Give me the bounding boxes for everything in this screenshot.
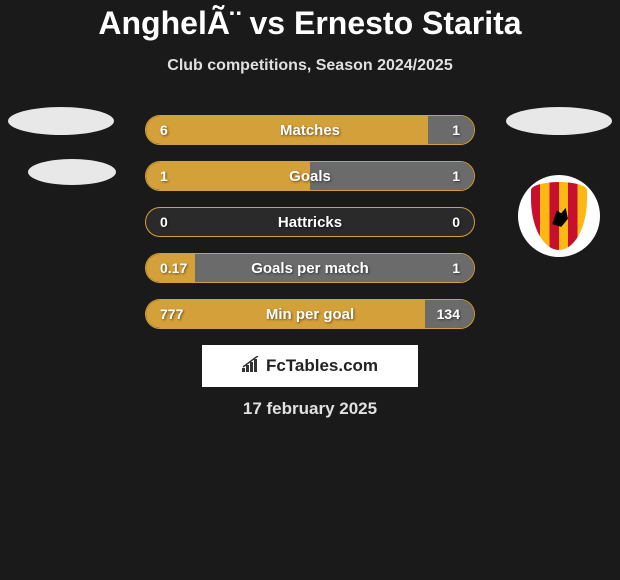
stat-name: Matches [280, 122, 340, 139]
site-logo[interactable]: FcTables.com [202, 345, 418, 387]
stat-right-value: 1 [452, 168, 460, 184]
stat-row: 0.17 Goals per match 1 [145, 253, 475, 283]
stat-row: 777 Min per goal 134 [145, 299, 475, 329]
stats-bars: 6 Matches 1 1 Goals 1 0 Hattricks 0 0.17 Goals per… [145, 115, 475, 329]
player2-avatar-placeholder [506, 107, 612, 135]
stat-row: 0 Hattricks 0 [145, 207, 475, 237]
stat-left-value: 0.17 [160, 260, 187, 276]
player1-club-placeholder [28, 159, 116, 185]
stat-row: 1 Goals 1 [145, 161, 475, 191]
player2-club-crest [518, 175, 600, 257]
stat-right-value: 1 [452, 260, 460, 276]
comparison-container: AnghelÃ¨ vs Ernesto Starita Club competi… [0, 0, 620, 419]
player1-avatar-placeholder [8, 107, 114, 135]
crest-icon [531, 182, 587, 250]
page-title: AnghelÃ¨ vs Ernesto Starita [0, 5, 620, 42]
stat-name: Min per goal [266, 306, 354, 323]
bar-fill-left [146, 162, 310, 190]
subtitle: Club competitions, Season 2024/2025 [0, 57, 620, 75]
stat-name: Goals per match [251, 260, 369, 277]
stat-right-value: 1 [452, 122, 460, 138]
stat-left-value: 1 [160, 168, 168, 184]
stat-left-value: 6 [160, 122, 168, 138]
stat-left-value: 777 [160, 306, 183, 322]
logo-text: FcTables.com [266, 356, 378, 376]
stat-left-value: 0 [160, 214, 168, 230]
date-label: 17 february 2025 [0, 399, 620, 419]
chart-icon [242, 356, 262, 377]
stat-row: 6 Matches 1 [145, 115, 475, 145]
stat-right-value: 134 [437, 306, 460, 322]
stat-right-value: 0 [452, 214, 460, 230]
stat-name: Hattricks [278, 214, 342, 231]
stats-area: 6 Matches 1 1 Goals 1 0 Hattricks 0 0.17 Goals per… [0, 115, 620, 329]
stat-name: Goals [289, 168, 331, 185]
bar-fill-right [310, 162, 474, 190]
